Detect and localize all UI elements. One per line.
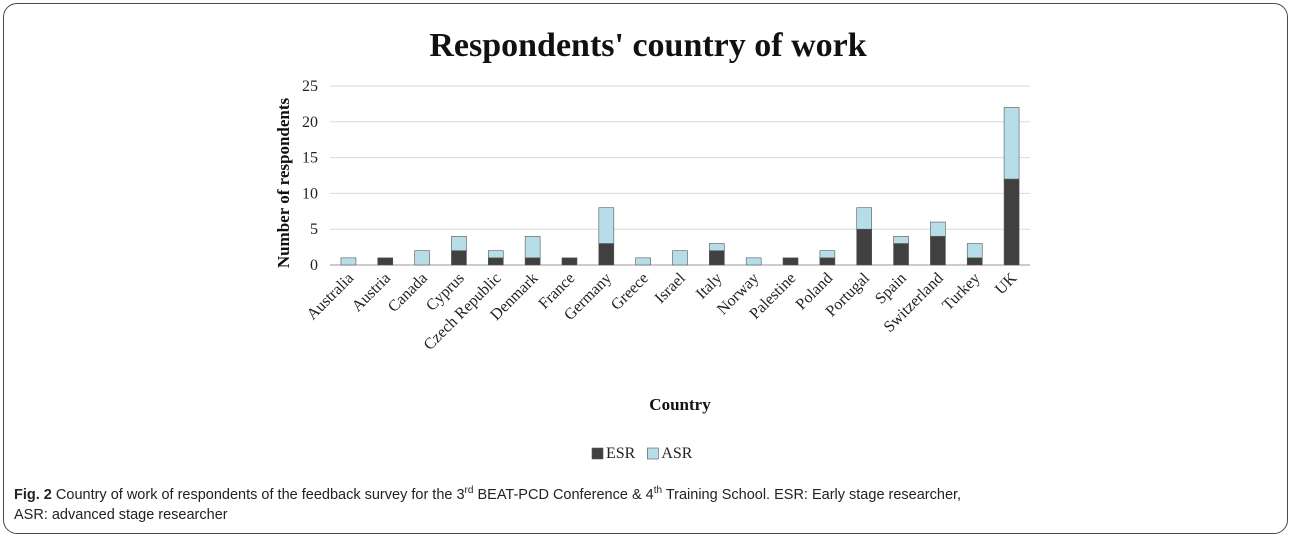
- y-tick-label: 0: [310, 257, 318, 274]
- y-tick-label: 20: [302, 114, 318, 131]
- bar-asr-germany: [598, 207, 615, 244]
- caption-text-4: ASR: advanced stage researcher: [14, 507, 228, 523]
- figure-caption: Fig. 2 Country of work of respondents of…: [14, 485, 1279, 525]
- legend-label-esr: ESR: [606, 445, 636, 462]
- y-tick-label: 10: [302, 185, 318, 202]
- bars: [340, 107, 1020, 266]
- caption-text-2: BEAT-PCD Conference & 4: [473, 487, 654, 503]
- x-tick-label: UK: [992, 269, 1021, 298]
- bar-esr-turkey: [966, 257, 983, 266]
- legend-swatch-asr: [647, 447, 659, 460]
- bar-esr-portugal: [856, 228, 873, 266]
- figure-frame: [3, 3, 1288, 534]
- caption-superscript-2: th: [653, 485, 663, 497]
- bar-asr-denmark: [524, 236, 541, 259]
- bar-asr-czech-republic: [487, 250, 504, 259]
- bar-asr-poland: [819, 250, 836, 259]
- bar-asr-portugal: [856, 207, 873, 230]
- bar-esr-spain: [893, 243, 909, 266]
- bar-asr-canada: [414, 250, 430, 266]
- bar-asr-israel: [672, 250, 688, 266]
- bar-esr-germany: [598, 243, 615, 266]
- bar-asr-uk: [1003, 107, 1020, 180]
- bar-esr-italy: [709, 250, 725, 266]
- x-axis-title: Country: [649, 395, 711, 414]
- x-tick-label: Australia: [304, 270, 357, 323]
- x-tick-label: Israel: [652, 269, 690, 307]
- bar-asr-spain: [893, 236, 909, 244]
- bar-asr-norway: [745, 257, 762, 266]
- x-tick-label: Greece: [608, 270, 652, 314]
- bar-esr-switzerland: [930, 236, 946, 266]
- legend-swatch-esr: [591, 447, 604, 460]
- bar-esr-france: [561, 257, 578, 266]
- bar-asr-switzerland: [930, 221, 946, 237]
- caption-text-1: Country of work of respondents of the fe…: [51, 487, 465, 503]
- bar-esr-austria: [377, 257, 394, 266]
- legend-label-asr: ASR: [661, 445, 692, 462]
- y-axis-title: Number of respondents: [274, 97, 293, 268]
- legend: ESR ASR: [591, 445, 693, 462]
- gridlines: [330, 85, 1030, 266]
- caption-superscript-1: rd: [464, 485, 474, 497]
- bar-asr-cyprus: [451, 236, 467, 251]
- y-tick-label: 25: [302, 78, 318, 95]
- x-tick-label: Italy: [693, 270, 726, 303]
- x-tick-label: Austria: [349, 270, 394, 315]
- bar-esr-palestine: [782, 257, 799, 266]
- bar-asr-italy: [709, 243, 725, 251]
- x-tick-label: Canada: [385, 270, 431, 316]
- caption-text-3: Training School. ESR: Early stage resear…: [662, 487, 962, 503]
- y-tick-label: 15: [302, 150, 318, 167]
- bar-esr-czech-republic: [487, 257, 504, 266]
- bar-esr-denmark: [524, 257, 541, 266]
- bar-esr-uk: [1003, 178, 1020, 266]
- y-tick-label: 5: [310, 221, 318, 238]
- y-tick-labels: 0 5 10 15 20 25: [302, 78, 318, 274]
- x-tick-label: Turkey: [939, 270, 983, 314]
- chart-title: Respondents' country of work: [429, 27, 866, 64]
- caption-figure-label: Fig. 2: [14, 487, 52, 503]
- bar-esr-cyprus: [451, 250, 467, 266]
- bar-asr-greece: [635, 257, 651, 266]
- bar-asr-turkey: [966, 243, 983, 259]
- bar-esr-poland: [819, 257, 836, 266]
- bar-asr-australia: [340, 257, 357, 266]
